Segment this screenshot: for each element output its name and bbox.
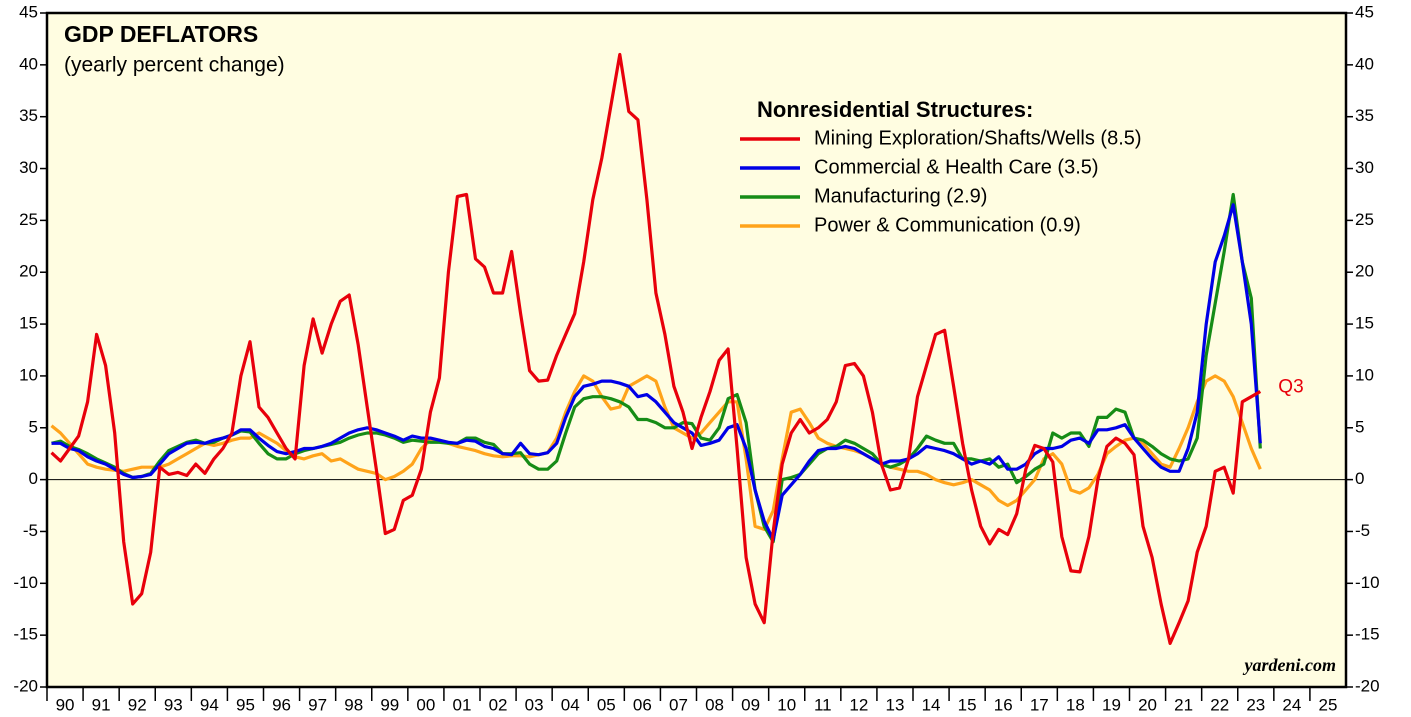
x-tick-label: 23 <box>1246 695 1265 714</box>
x-tick-label: 04 <box>561 695 580 714</box>
x-tick-label: 08 <box>705 695 724 714</box>
x-tick-label: 05 <box>597 695 616 714</box>
x-tick-label: 21 <box>1174 695 1193 714</box>
x-tick-label: 12 <box>849 695 868 714</box>
y2-tick-label: 45 <box>1355 2 1374 21</box>
y2-tick-label: -15 <box>1355 625 1380 644</box>
x-tick-label: 25 <box>1318 695 1337 714</box>
y-tick-label: 30 <box>19 158 38 177</box>
x-tick-label: 90 <box>56 695 75 714</box>
legend-label: Power & Communication (0.9) <box>814 214 1081 236</box>
plot-area <box>45 11 1348 689</box>
y-tick-label: -5 <box>23 521 38 540</box>
y-tick-label: -10 <box>13 573 38 592</box>
y-tick-label: 40 <box>19 54 38 73</box>
y2-tick-label: -20 <box>1355 676 1380 695</box>
y2-tick-label: 25 <box>1355 210 1374 229</box>
x-tick-label: 00 <box>416 695 435 714</box>
series-line <box>51 203 1262 542</box>
y-tick-label: 10 <box>19 365 38 384</box>
x-tick-label: 02 <box>489 695 508 714</box>
y-tick-label: -20 <box>13 676 38 695</box>
x-tick-label: 11 <box>814 695 832 714</box>
x-tick-label: 19 <box>1102 695 1121 714</box>
series-line <box>51 192 1262 544</box>
x-tick-label: 10 <box>777 695 796 714</box>
y2-tick-label: -5 <box>1355 521 1370 540</box>
x-tick-label: 97 <box>308 695 327 714</box>
y2-tick-label: 20 <box>1355 262 1374 281</box>
chart-subtitle: (yearly percent change) <box>64 54 285 77</box>
x-tick-label: 09 <box>741 695 760 714</box>
legend-label: Mining Exploration/Shafts/Wells (8.5) <box>814 127 1142 149</box>
x-tick-label: 94 <box>200 695 219 714</box>
series-line <box>50 52 1262 645</box>
x-tick-label: 98 <box>344 695 363 714</box>
y2-tick-label: 10 <box>1355 365 1374 384</box>
end-label: Q3 <box>1278 376 1303 397</box>
y-tick-label: 25 <box>19 210 38 229</box>
y2-tick-label: 35 <box>1355 106 1374 125</box>
credit: yardeni.com <box>1243 655 1337 675</box>
y-tick-label: 20 <box>19 262 38 281</box>
x-tick-label: 01 <box>452 695 471 714</box>
x-tick-label: 03 <box>525 695 544 714</box>
x-tick-label: 16 <box>994 695 1013 714</box>
x-tick-label: 14 <box>922 695 941 714</box>
x-tick-label: 18 <box>1066 695 1085 714</box>
y2-tick-label: -10 <box>1355 573 1380 592</box>
x-tick-label: 07 <box>669 695 688 714</box>
y2-tick-label: 5 <box>1355 417 1364 436</box>
x-tick-label: 17 <box>1030 695 1049 714</box>
x-tick-label: 06 <box>633 695 652 714</box>
x-tick-label: 91 <box>92 695 111 714</box>
x-tick-label: 15 <box>958 695 977 714</box>
y2-tick-label: 0 <box>1355 469 1364 488</box>
y2-tick-label: 40 <box>1355 54 1374 73</box>
x-tick-label: 20 <box>1138 695 1157 714</box>
x-tick-label: 95 <box>236 695 255 714</box>
x-tick-label: 96 <box>272 695 291 714</box>
chart-title: GDP DEFLATORS <box>64 21 258 47</box>
x-tick-label: 92 <box>128 695 147 714</box>
legend-label: Commercial & Health Care (3.5) <box>814 156 1099 178</box>
y-tick-label: 35 <box>19 106 38 125</box>
y-tick-label: -15 <box>13 625 38 644</box>
y2-tick-label: 15 <box>1355 314 1374 333</box>
y-tick-label: 5 <box>29 417 38 436</box>
x-tick-label: 99 <box>380 695 399 714</box>
x-tick-label: 24 <box>1282 695 1301 714</box>
x-tick-label: 13 <box>885 695 904 714</box>
x-tick-label: 93 <box>164 695 183 714</box>
y-tick-label: 0 <box>29 469 38 488</box>
y2-tick-label: 30 <box>1355 158 1374 177</box>
legend-title: Nonresidential Structures: <box>757 97 1033 122</box>
legend-label: Manufacturing (2.9) <box>814 185 987 207</box>
x-tick-label: 22 <box>1210 695 1229 714</box>
y-tick-label: 15 <box>19 314 38 333</box>
y-tick-label: 45 <box>19 2 38 21</box>
